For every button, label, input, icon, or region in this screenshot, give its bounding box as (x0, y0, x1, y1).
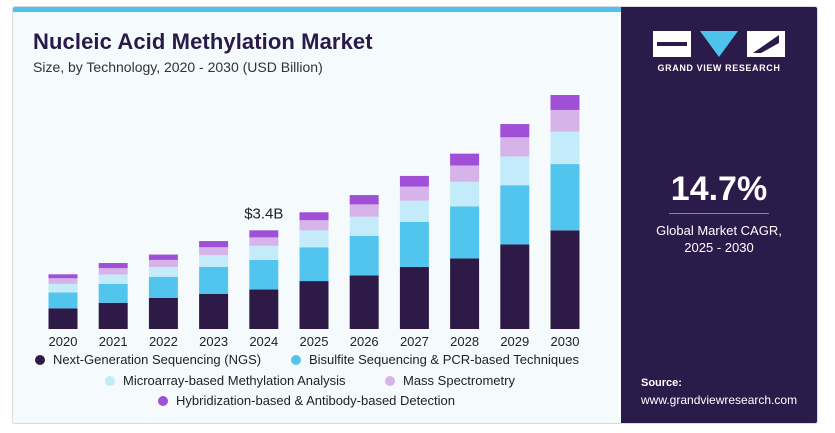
bar-2025-hybridization (299, 212, 329, 221)
bar-2029-ngs (500, 244, 530, 329)
bar-2024-microarray (249, 245, 279, 260)
x-tick-label: 2024 (249, 334, 278, 349)
bar-2029-hybridization (500, 124, 530, 138)
cagr-label-line2: 2025 - 2030 (684, 240, 754, 255)
bar-2021-mass-spec (98, 268, 128, 275)
bar-2027-bisulfite (399, 221, 429, 267)
bar-2021-ngs (98, 302, 128, 329)
legend-label-ngs: Next-Generation Sequencing (NGS) (53, 352, 262, 367)
bar-2020-microarray (48, 283, 78, 293)
x-tick-label: 2030 (551, 334, 580, 349)
legend-swatch-bisulfite (291, 354, 301, 365)
bar-2029-mass-spec (500, 137, 530, 157)
legend-item-bisulfite: Bisulfite Sequencing & PCR-based Techniq… (291, 352, 579, 367)
legend-item-mass-spec: Mass Spectrometry (385, 373, 515, 388)
bar-2023-ngs (199, 293, 229, 329)
bar-2025-ngs (299, 281, 329, 329)
legend-swatch-ngs (35, 354, 45, 365)
chart-title: Nucleic Acid Methylation Market (33, 29, 373, 54)
bar-2020-ngs (48, 308, 78, 329)
bar-2022-ngs (148, 297, 178, 329)
source-label: Source: (641, 377, 682, 389)
x-tick-label: 2028 (450, 334, 479, 349)
legend-label-mass-spec: Mass Spectrometry (403, 373, 515, 388)
x-tick-label: 2023 (199, 334, 228, 349)
legend-swatch-microarray (105, 375, 115, 386)
bar-2029-bisulfite (500, 185, 530, 245)
bar-2024-bisulfite (249, 259, 279, 290)
bar-2030-ngs (550, 230, 580, 329)
bar-2027-hybridization (399, 175, 429, 187)
sidebar-panel: GRAND VIEW RESEARCH 14.7% Global Market … (621, 7, 817, 423)
bar-2027-microarray (399, 200, 429, 222)
bar-2026-mass-spec (349, 204, 379, 217)
bar-2024-mass-spec (249, 237, 279, 246)
x-tick-label: 2027 (400, 334, 429, 349)
bar-2022-microarray (148, 266, 178, 277)
brand-name: GRAND VIEW RESEARCH (657, 63, 781, 73)
bar-2027-ngs (399, 266, 429, 329)
legend-label-hybridization: Hybridization-based & Antibody-based Det… (176, 393, 455, 408)
x-tick-label: 2020 (49, 334, 78, 349)
bar-2020-bisulfite (48, 292, 78, 309)
bar-2021-microarray (98, 274, 128, 284)
bar-2026-microarray (349, 216, 379, 236)
bar-2020-mass-spec (48, 278, 78, 284)
bar-2025-microarray (299, 230, 329, 248)
bar-2025-bisulfite (299, 247, 329, 282)
bar-2030-bisulfite (550, 164, 580, 231)
bar-2028-ngs (450, 258, 480, 329)
bar-2028-bisulfite (450, 206, 480, 259)
bar-2028-hybridization (450, 153, 480, 166)
accent-bar (13, 7, 621, 12)
bar-2023-microarray (199, 255, 229, 267)
stacked-bar-chart: 2020 2021 2022 2023 2024 $3.4B 2025 2026 2027 202… (48, 95, 580, 349)
source-url[interactable]: www.grandviewresearch.com (641, 393, 798, 407)
bar-2030-mass-spec (550, 109, 580, 132)
bar-2022-bisulfite (148, 276, 178, 298)
bar-2022-hybridization (148, 254, 178, 260)
bar-2030-microarray (550, 131, 580, 165)
cagr-divider (669, 213, 769, 214)
x-tick-label: 2022 (149, 334, 178, 349)
bar-2027-mass-spec (399, 186, 429, 201)
bar-2020-hybridization (48, 274, 78, 279)
bar-2021-bisulfite (98, 283, 128, 303)
bar-annotation-label: $3.4B (244, 205, 283, 222)
bar-2024-hybridization (249, 230, 279, 238)
bar-2021-hybridization (98, 263, 128, 269)
bar-2024-ngs (249, 289, 279, 329)
cagr-label: Global Market CAGR, 2025 - 2030 (621, 222, 817, 256)
legend-swatch-hybridization (158, 395, 168, 406)
legend-swatch-mass-spec (385, 375, 395, 386)
cagr-value: 14.7% (670, 170, 768, 208)
bar-2026-hybridization (349, 195, 379, 205)
legend-label-microarray: Microarray-based Methylation Analysis (123, 373, 346, 388)
bar-2028-mass-spec (450, 165, 480, 182)
bar-2025-mass-spec (299, 220, 329, 231)
bar-2022-mass-spec (148, 259, 178, 267)
legend-item-microarray: Microarray-based Methylation Analysis (105, 373, 346, 388)
bar-2030-hybridization (550, 95, 580, 110)
legend-label-bisulfite: Bisulfite Sequencing & PCR-based Techniq… (309, 352, 580, 367)
x-tick-label: 2029 (500, 334, 529, 349)
chart-subtitle: Size, by Technology, 2020 - 2030 (USD Bi… (33, 59, 323, 75)
bar-2028-microarray (450, 181, 480, 207)
legend-item-hybridization: Hybridization-based & Antibody-based Det… (158, 393, 455, 408)
x-tick-label: 2025 (300, 334, 329, 349)
bar-2023-hybridization (199, 241, 229, 248)
legend-item-ngs: Next-Generation Sequencing (NGS) (35, 352, 261, 367)
chart-card: Nucleic Acid Methylation Market Size, by… (12, 6, 818, 424)
x-tick-label: 2026 (350, 334, 379, 349)
bar-2029-microarray (500, 156, 530, 186)
cagr-label-line1: Global Market CAGR, (656, 223, 782, 238)
bar-2023-mass-spec (199, 247, 229, 256)
gvr-logo-icon (653, 31, 785, 57)
bar-2023-bisulfite (199, 266, 229, 294)
bar-2026-bisulfite (349, 235, 379, 276)
bar-2026-ngs (349, 275, 379, 329)
x-tick-label: 2021 (99, 334, 128, 349)
